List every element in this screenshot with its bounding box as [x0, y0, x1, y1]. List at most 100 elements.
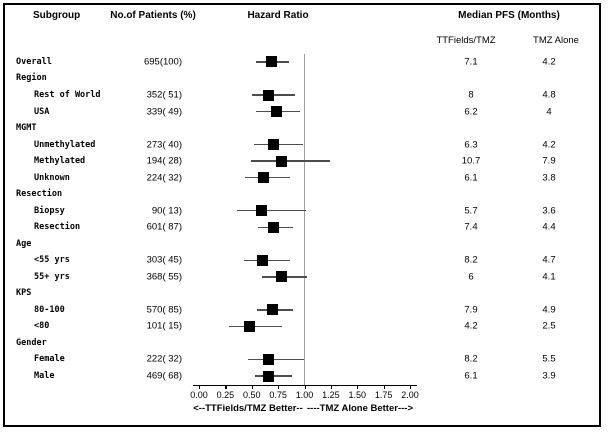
pfs-tmz-value: 4.2 — [542, 139, 556, 151]
pfs-ttfields-value: 4.2 — [464, 320, 478, 332]
axis-tick-label: 2.00 — [401, 390, 419, 400]
axis-tick — [251, 385, 253, 389]
axis-tick — [225, 385, 227, 389]
subgroup-row: Biopsy 90( 13) 5.7 3.6 — [0, 202, 608, 219]
subgroup-row: <55 yrs 303( 45) 8.2 4.7 — [0, 252, 608, 269]
pfs-tmz-value: 3.6 — [542, 205, 556, 217]
hr-square — [255, 205, 267, 217]
row-label: Rest of World — [34, 90, 101, 100]
patients-count: 101( 15) — [146, 320, 182, 332]
pfs-tmz-value: 2.5 — [542, 320, 556, 332]
patients-count: 339( 49) — [146, 106, 182, 118]
pfs-tmz-value: 4.9 — [542, 304, 556, 316]
axis-tick-label: 0.75 — [269, 390, 287, 400]
axis-tick — [410, 385, 412, 389]
row-label: Methylated — [34, 156, 86, 167]
hr-square — [263, 89, 275, 101]
ci-line — [236, 209, 306, 212]
row-label: 55+ yrs — [34, 271, 70, 282]
pfs-ttfields-value: 6.2 — [464, 106, 478, 118]
pfs-ttfields-value: 8 — [468, 89, 474, 101]
patients-count: 695(100) — [143, 56, 182, 68]
pfs-tmz-value: 4.2 — [542, 56, 556, 68]
axis-tick-label: 1.25 — [322, 390, 340, 400]
hr-square — [268, 139, 280, 151]
row-label: KPS — [16, 288, 32, 299]
hr-square — [257, 172, 269, 184]
subgroup-row: <80 101( 15) 4.2 2.5 — [0, 318, 608, 335]
pfs-tmz-value: 4.4 — [542, 221, 556, 233]
pfs-ttfields-value: 6.1 — [464, 370, 478, 382]
row-label: Age — [16, 238, 32, 249]
subgroup-row: Female 222( 32) 8.2 5.5 — [0, 351, 608, 368]
subgroup-row: Rest of World 352( 51) 8 4.8 — [0, 87, 608, 104]
hr-square — [267, 304, 279, 316]
pfs-ttfields-value: 8.2 — [464, 353, 478, 365]
row-label: Male — [34, 371, 55, 382]
axis-tick — [304, 385, 306, 389]
axis-tick — [330, 385, 333, 389]
axis-tick — [278, 385, 280, 389]
subgroup-row: Gender — [0, 335, 608, 352]
row-label: <55 yrs — [34, 255, 70, 266]
figure-border — [3, 3, 601, 427]
pfs-ttfields-value: 10.7 — [461, 155, 481, 167]
pfs-ttfields-value: 7.4 — [464, 221, 478, 233]
subgroup-row: Region — [0, 70, 608, 87]
hr-square — [244, 320, 256, 332]
axis-tick-label: 1.75 — [374, 390, 393, 400]
patients-count: 273( 40) — [146, 139, 182, 151]
reference-line — [303, 54, 306, 385]
row-label: Gender — [16, 337, 47, 348]
patients-count: 303( 45) — [146, 254, 182, 266]
hr-square — [263, 353, 275, 365]
column-header-ttfields-tmz: TTFields/TMZ — [436, 35, 496, 46]
hr-square — [275, 155, 287, 167]
pfs-ttfields-value: 8.2 — [464, 254, 478, 266]
patients-count: 90( 13) — [151, 205, 182, 217]
hr-square — [275, 271, 287, 283]
subgroup-row: Resection 601( 87) 7.4 4.4 — [0, 219, 608, 236]
row-label: MGMT — [16, 123, 37, 134]
pfs-tmz-value: 4 — [546, 106, 552, 118]
subgroup-row: Unknown 224( 32) 6.1 3.8 — [0, 169, 608, 186]
row-label: Unmethylated — [34, 139, 96, 150]
subgroup-row: Methylated 194( 28) 10.7 7.9 — [0, 153, 608, 170]
column-header-patients: No.of Patients (%) — [110, 10, 196, 21]
subgroup-row: Unmethylated 273( 40) 6.3 4.2 — [0, 136, 608, 153]
column-header-tmz-alone: TMZ Alone — [533, 35, 579, 46]
patients-count: 601( 87) — [146, 221, 182, 233]
row-label: <80 — [34, 321, 50, 332]
pfs-tmz-value: 3.9 — [542, 370, 556, 382]
hr-square — [263, 370, 275, 382]
pfs-ttfields-value: 5.7 — [464, 205, 478, 217]
row-label: Resection — [16, 189, 63, 200]
ci-line — [247, 358, 305, 361]
axis-label-left: <--TTFields/TMZ Better-- — [193, 403, 303, 414]
patients-count: 352( 51) — [146, 89, 182, 101]
axis-label-right: ----TMZ Alone Better---> — [307, 403, 413, 414]
subgroup-row: Age — [0, 236, 608, 253]
pfs-ttfields-value: 6.1 — [464, 172, 478, 184]
pfs-tmz-value: 7.9 — [542, 155, 556, 167]
axis-tick-label: 1.50 — [348, 390, 367, 400]
row-label: Region — [16, 73, 47, 84]
subgroup-row: Male 469( 68) 6.1 3.9 — [0, 368, 608, 385]
ci-line — [250, 160, 330, 162]
patients-count: 570( 85) — [146, 304, 182, 316]
row-label: Resection — [34, 222, 81, 233]
pfs-ttfields-value: 6.3 — [464, 139, 478, 151]
row-label: USA — [34, 106, 50, 117]
ci-line — [228, 325, 283, 328]
hr-square — [266, 56, 278, 68]
pfs-ttfields-value: 6 — [468, 271, 474, 283]
patients-count: 222( 32) — [146, 353, 182, 365]
pfs-tmz-value: 4.8 — [542, 89, 556, 101]
column-header-hazard-ratio: Hazard Ratio — [247, 10, 309, 21]
axis-tick — [199, 385, 201, 389]
subgroup-row: Overall 695(100) 7.1 4.2 — [0, 54, 608, 71]
subgroup-row: Resection — [0, 186, 608, 203]
axis-tick-label: 0.25 — [216, 390, 235, 400]
subgroup-row: 55+ yrs 368( 55) 6 4.1 — [0, 269, 608, 286]
